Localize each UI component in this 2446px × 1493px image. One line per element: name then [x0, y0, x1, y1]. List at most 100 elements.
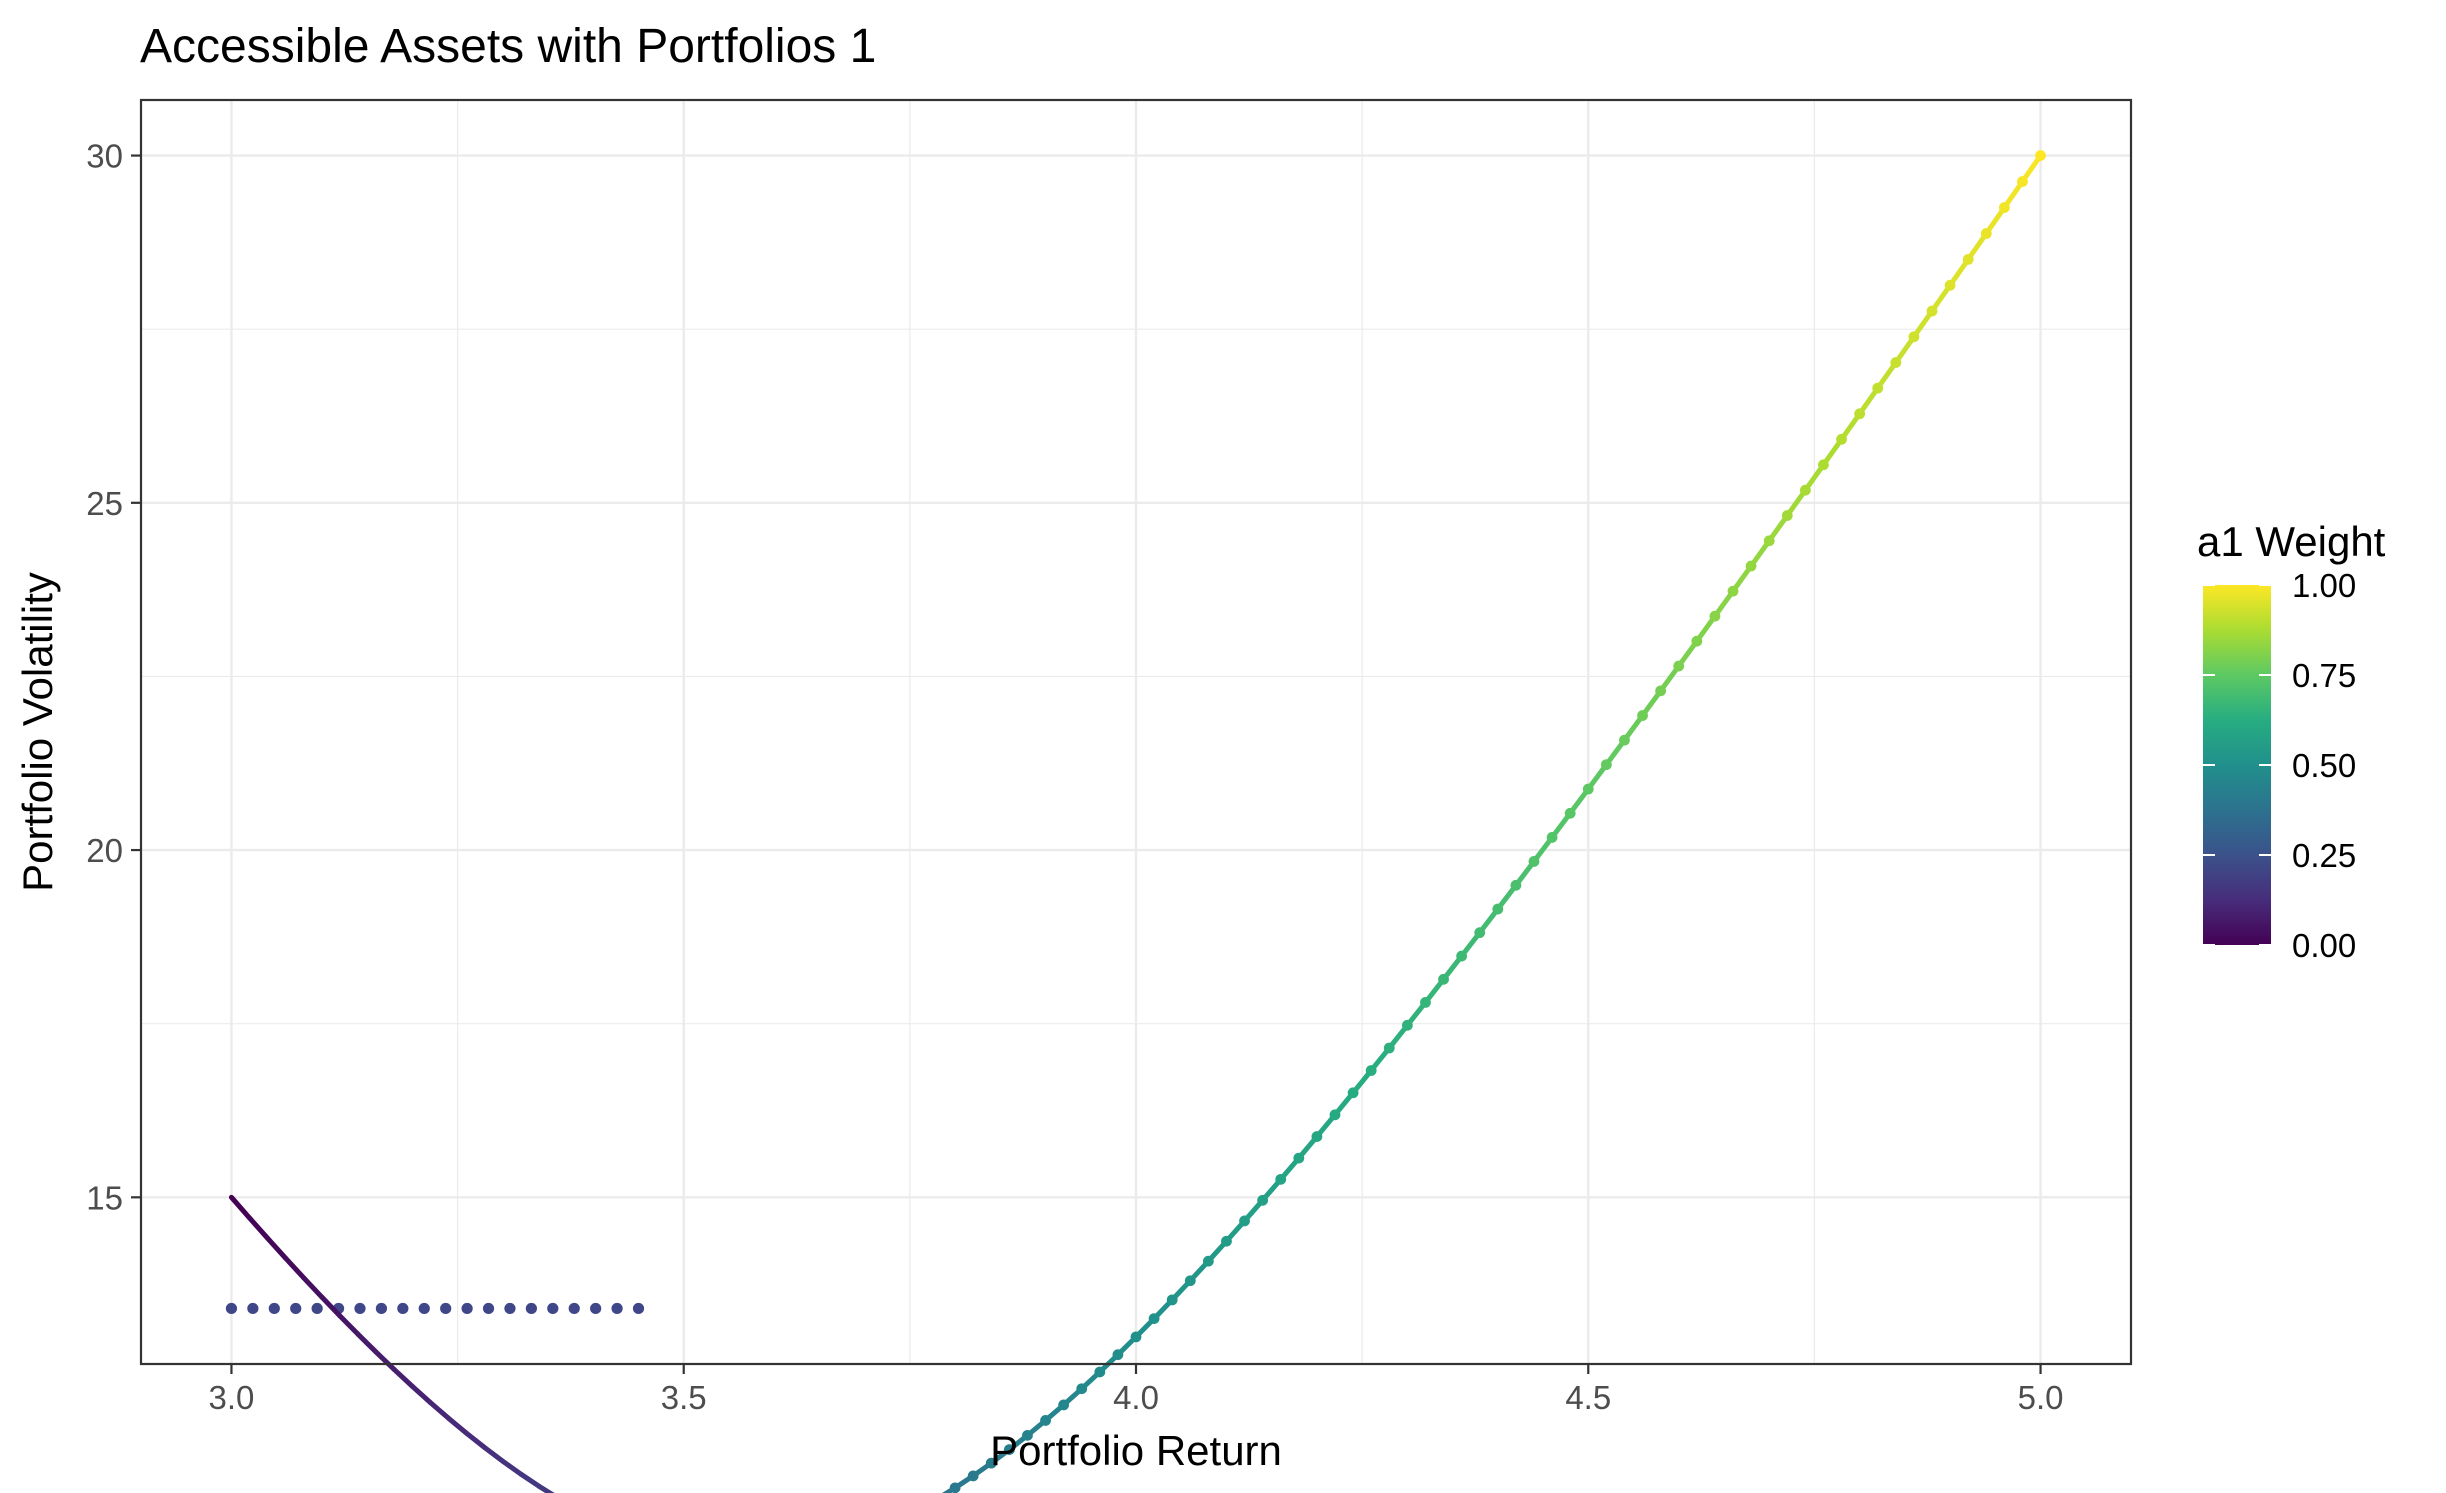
frontier-segment: [301, 1275, 325, 1300]
y-tick-label: 25: [86, 485, 123, 522]
frontier-point: [1709, 610, 1721, 622]
x-tick-label: 5.0: [2018, 1379, 2064, 1416]
frontier-point: [1347, 1087, 1359, 1099]
frontier-point: [1546, 832, 1558, 843]
frontier-point: [2035, 150, 2046, 161]
frontier-point: [1818, 459, 1829, 471]
floor-point: [482, 1302, 495, 1315]
frontier-point: [1691, 635, 1703, 647]
frontier-point: [1745, 560, 1757, 572]
frontier-point: [1293, 1152, 1305, 1164]
frontier-point: [1962, 254, 1974, 265]
frontier-segment: [337, 1313, 361, 1337]
y-tick-label: 30: [86, 138, 123, 175]
frontier-segment: [446, 1415, 470, 1436]
floor-point: [568, 1302, 580, 1315]
legend-title: a1 Weight: [2197, 518, 2386, 565]
y-tick-label: 15: [86, 1179, 123, 1216]
frontier-segment: [265, 1235, 289, 1261]
floor-point: [268, 1302, 280, 1315]
y-axis-title: Portfolio Volatility: [14, 572, 61, 892]
legend: a1 Weight 0.00 0.25 0.50 0.75 1.00: [2197, 518, 2386, 964]
floor-point: [247, 1302, 259, 1315]
frontier-point: [1202, 1255, 1214, 1267]
frontier-point: [1239, 1215, 1250, 1227]
frontier-point: [1311, 1131, 1323, 1142]
frontier-point: [1655, 685, 1667, 697]
frontier-point: [1944, 279, 1956, 291]
frontier-point: [1383, 1042, 1395, 1054]
floor-point: [375, 1302, 388, 1315]
floor-point: [547, 1302, 559, 1315]
frontier-point: [1076, 1383, 1088, 1395]
frontier-point: [1727, 585, 1739, 597]
frontier-point: [1781, 510, 1793, 521]
frontier-point: [1329, 1109, 1341, 1121]
frontier-point: [1908, 331, 1920, 343]
frontier-segment: [228, 1194, 253, 1221]
frontier-point: [1582, 783, 1594, 795]
frontier-segment: [319, 1294, 343, 1319]
frontier-point: [1420, 997, 1431, 1008]
frontier-point: [1564, 807, 1576, 819]
frontier-segment: [247, 1215, 271, 1241]
floor-point: [290, 1302, 302, 1315]
frontier-point: [1040, 1415, 1051, 1426]
frontier-segment: [391, 1367, 415, 1389]
floor-point: [418, 1302, 430, 1315]
frontier-point: [1148, 1313, 1160, 1325]
frontier-point: [1184, 1275, 1196, 1287]
x-tick-label: 4.5: [1565, 1379, 1611, 1416]
floor-point: [461, 1302, 473, 1315]
frontier-point: [1890, 357, 1902, 368]
frontier-point: [1130, 1331, 1142, 1343]
frontier-point: [1799, 484, 1811, 496]
frontier-point: [1022, 1429, 1033, 1441]
colorbar-tick-label: 0.50: [2292, 747, 2356, 784]
floor-point: [440, 1302, 452, 1315]
frontier-point: [1872, 382, 1884, 394]
frontier-point: [1926, 305, 1938, 317]
frontier-point: [949, 1482, 961, 1493]
frontier-point: [1257, 1194, 1269, 1206]
x-axis-title: Portfolio Return: [990, 1427, 1282, 1474]
frontier-segment: [283, 1255, 307, 1281]
frontier-point: [1058, 1399, 1070, 1411]
frontier-point: [1474, 927, 1486, 939]
frontier-point: [1854, 408, 1866, 420]
data-marks: [225, 150, 2046, 1493]
floor-point: [225, 1302, 238, 1315]
frontier-segment: [427, 1400, 452, 1421]
frontier-point: [1221, 1235, 1232, 1247]
frontier-point: [1637, 710, 1648, 721]
grid: [141, 100, 2131, 1364]
frontier-point: [1003, 1444, 1015, 1456]
frontier-point: [1456, 950, 1468, 962]
floor-point: [525, 1302, 537, 1315]
floor-point: [590, 1302, 602, 1315]
colorbar-tick-label: 0.75: [2292, 657, 2356, 694]
floor-point: [632, 1302, 645, 1315]
colorbar-tick-label: 0.00: [2292, 927, 2356, 964]
frontier-point: [1401, 1019, 1413, 1031]
frontier-point: [1438, 973, 1449, 985]
frontier-point: [1619, 734, 1630, 746]
frontier-segment: [409, 1383, 433, 1406]
frontier-segment: [500, 1458, 524, 1477]
floor-point: [611, 1302, 623, 1315]
frontier-point: [1600, 759, 1612, 771]
frontier-point: [1510, 879, 1522, 891]
colorbar-tick-label: 0.25: [2292, 837, 2356, 874]
frontier-point: [1166, 1294, 1178, 1306]
frontier-segment: [373, 1349, 397, 1373]
floor-point: [311, 1302, 323, 1315]
frontier-point: [1673, 660, 1685, 672]
frontier-segment: [518, 1471, 542, 1489]
frontier-point: [1365, 1065, 1377, 1076]
frontier-point: [967, 1470, 979, 1482]
floor-point: [354, 1302, 366, 1315]
frontier-point: [1492, 903, 1504, 915]
frontier-point: [1763, 535, 1775, 547]
frontier-segment: [536, 1483, 555, 1493]
